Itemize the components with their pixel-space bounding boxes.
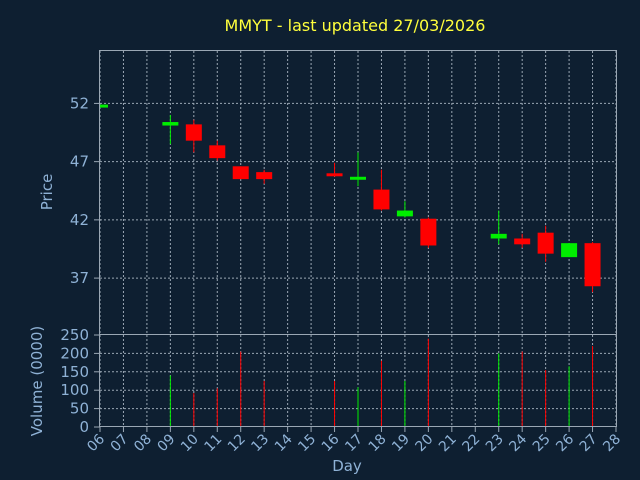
volume-bars bbox=[169, 338, 594, 427]
x-tick-label: 18 bbox=[366, 431, 390, 455]
volume-tick-label: 0 bbox=[79, 418, 89, 436]
x-tick-label: 24 bbox=[506, 431, 530, 455]
x-tick-label: 07 bbox=[108, 431, 132, 455]
candle-body bbox=[350, 176, 366, 180]
x-tick-label: 13 bbox=[248, 431, 272, 455]
x-tick-label: 23 bbox=[483, 431, 507, 455]
candle-body bbox=[514, 238, 531, 245]
price-tick-label: 47 bbox=[70, 153, 89, 171]
x-tick-label: 11 bbox=[201, 431, 225, 455]
x-axis-title: Day bbox=[332, 457, 362, 475]
x-tick-label: 20 bbox=[413, 431, 437, 455]
candle-body bbox=[162, 122, 179, 126]
x-tick-label: 12 bbox=[225, 431, 249, 455]
price-tick-label: 37 bbox=[70, 269, 89, 287]
price-y-ticks: 37 42 47 52 bbox=[70, 94, 100, 287]
x-tick-label: 09 bbox=[155, 431, 179, 455]
x-tick-label: 17 bbox=[342, 431, 366, 455]
candle-body bbox=[537, 232, 554, 254]
x-tick-label: 28 bbox=[600, 431, 624, 455]
candle-body bbox=[584, 243, 601, 287]
volume-frame bbox=[99, 334, 617, 427]
x-tick-label: 16 bbox=[319, 431, 343, 455]
x-tick-label: 27 bbox=[577, 431, 601, 455]
x-tick-label: 19 bbox=[389, 431, 413, 455]
x-tick-label: 26 bbox=[553, 431, 577, 455]
candle-body bbox=[561, 243, 578, 258]
candle-body bbox=[396, 210, 413, 217]
candle-body bbox=[232, 166, 249, 180]
price-panel: 37 42 47 52 Price bbox=[38, 50, 617, 335]
candle-body bbox=[420, 218, 437, 246]
candle-body bbox=[373, 189, 390, 210]
volume-tick-label: 250 bbox=[60, 326, 89, 344]
price-candles bbox=[100, 104, 601, 293]
x-axis-ticks: 06 07 08 09 10 11 12 13 14 15 16 17 18 19 20 21 22 23 24 25… bbox=[84, 427, 624, 455]
volume-axis-title: Volume (0000) bbox=[28, 326, 46, 436]
candle-body bbox=[100, 104, 108, 108]
volume-tick-label: 200 bbox=[60, 344, 89, 362]
candle-body bbox=[256, 172, 273, 180]
candle-body bbox=[490, 233, 507, 239]
x-tick-label: 15 bbox=[295, 431, 319, 455]
candle-body bbox=[326, 173, 343, 177]
candle-body bbox=[209, 145, 226, 159]
candle-body bbox=[185, 124, 202, 141]
chart-title: MMYT - last updated 27/03/2026 bbox=[225, 16, 486, 35]
x-tick-label: 08 bbox=[131, 431, 155, 455]
price-tick-label: 42 bbox=[70, 211, 89, 229]
x-tick-label: 21 bbox=[436, 431, 460, 455]
x-tick-label: 25 bbox=[530, 431, 554, 455]
volume-tick-label: 50 bbox=[70, 400, 89, 418]
price-grid bbox=[99, 51, 617, 334]
price-tick-label: 52 bbox=[70, 94, 89, 112]
volume-tick-label: 150 bbox=[60, 363, 89, 381]
x-tick-label: 22 bbox=[459, 431, 483, 455]
volume-tick-label: 100 bbox=[60, 381, 89, 399]
price-axis-title: Price bbox=[38, 174, 56, 211]
x-tick-label: 10 bbox=[178, 431, 202, 455]
x-tick-label: 14 bbox=[272, 431, 296, 455]
